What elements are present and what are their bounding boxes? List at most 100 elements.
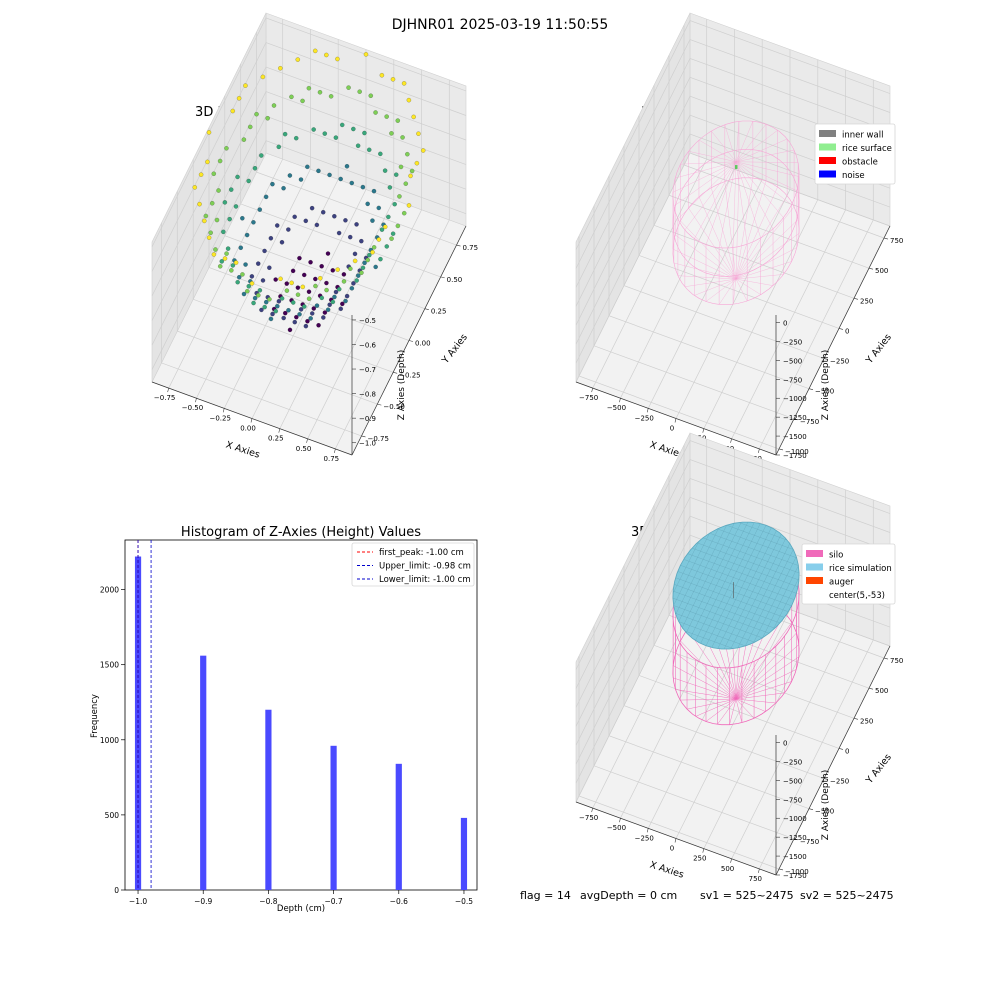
- silo-cone-line: [735, 698, 755, 719]
- scatter-point: [213, 247, 218, 252]
- silo-cone-line: [684, 278, 737, 287]
- silo-cone-line: [694, 278, 737, 296]
- scatter-point: [341, 272, 347, 277]
- y-tick-label: −750: [800, 838, 819, 846]
- scatter-point: [229, 268, 234, 273]
- scatter-point: [387, 185, 393, 190]
- silo-cap-line: [735, 161, 800, 177]
- scatter-point: [401, 81, 407, 86]
- scatter-point: [286, 308, 291, 313]
- x-gridline: [279, 59, 395, 429]
- y-tick-label: 1000: [100, 736, 119, 745]
- x-tick-label: −500: [607, 404, 626, 412]
- x-tick-label: −0.6: [390, 897, 408, 906]
- scatter-point: [202, 218, 207, 224]
- legend-label: center(5,-53): [829, 591, 885, 601]
- x-tick: [646, 828, 649, 833]
- silo-cone-line: [735, 219, 799, 280]
- silo-cap-line: [724, 124, 737, 162]
- y-tick: [883, 657, 889, 660]
- silo-cone-line: [687, 629, 737, 700]
- scatter-point: [394, 172, 399, 177]
- z-gridline: [151, 140, 467, 370]
- scatter-point: [256, 261, 261, 266]
- scatter-point: [319, 295, 324, 301]
- x-tick-label: −0.7: [324, 897, 342, 906]
- z-gridline: [151, 66, 467, 297]
- silo-cone-line: [735, 247, 797, 280]
- histogram-bar: [265, 709, 272, 890]
- y-tick-label: −250: [830, 358, 849, 366]
- sv2-readout: sv2 = 525~2475: [800, 889, 894, 902]
- scatter-point: [330, 268, 335, 273]
- scatter-point: [336, 230, 342, 236]
- scatter-point: [357, 89, 362, 94]
- y-gridline: [256, 32, 457, 246]
- x-tick-label: 0.75: [324, 455, 340, 463]
- silo-cap-line: [735, 149, 795, 162]
- silo-cap-line: [735, 161, 797, 191]
- scatter-point: [249, 281, 255, 286]
- x-tick-label: 250: [693, 855, 706, 863]
- legend-swatch: [819, 170, 836, 178]
- scatter-point: [241, 137, 247, 142]
- y-gridline: [161, 222, 362, 437]
- scatter-point: [273, 277, 278, 282]
- x-tick: [167, 388, 169, 393]
- scatter-point: [373, 110, 378, 115]
- scatter-point: [197, 201, 202, 207]
- scatter-point: [403, 181, 408, 186]
- z-tick-label: −500: [783, 777, 802, 785]
- rice-mesh-line: [753, 556, 797, 643]
- scatter-point: [303, 323, 309, 329]
- silo-cone-line: [735, 278, 774, 286]
- x-tick: [730, 438, 732, 443]
- silo-cone-line: [735, 206, 795, 280]
- scatter-point: [224, 251, 229, 256]
- scatter-point: [222, 200, 228, 205]
- scatter-point: [311, 127, 316, 132]
- legend-label: rice simulation: [829, 564, 892, 574]
- x-tick: [278, 428, 281, 433]
- scatter-point: [313, 276, 318, 282]
- y-tick: [808, 388, 814, 391]
- z-tick-label: −250: [783, 758, 802, 766]
- silo-cap-line: [688, 151, 737, 162]
- y-tick: [883, 237, 889, 240]
- scatter-point: [263, 194, 269, 200]
- scatter-point: [298, 177, 304, 182]
- x-tick-label: −750: [579, 814, 598, 822]
- x-tick: [306, 438, 308, 443]
- scatter-point: [383, 224, 388, 230]
- scatter-point: [311, 306, 316, 311]
- x-axis-line: [575, 381, 777, 456]
- x-axis-line: [575, 801, 777, 876]
- silo-cone-line: [680, 220, 737, 280]
- x-tick-label: 0.25: [268, 435, 284, 443]
- scatter-point: [351, 126, 356, 132]
- x-tick: [758, 448, 760, 453]
- rice-mesh-line: [726, 525, 794, 550]
- legend-swatch: [819, 157, 836, 164]
- z-axis-label: Z Axies (Depth): [821, 350, 831, 421]
- scatter-point: [295, 292, 301, 297]
- y-axis-line: [775, 645, 891, 876]
- x-tick: [674, 418, 677, 423]
- scatter-point: [265, 116, 270, 121]
- x-tick-label: −0.8: [259, 897, 277, 906]
- scatter-point: [282, 131, 288, 137]
- silo-cone-line: [735, 180, 767, 280]
- silo-cone-line: [705, 278, 737, 302]
- scatter-point: [343, 218, 348, 223]
- scatter-point: [252, 295, 258, 301]
- scatter-point: [262, 304, 267, 310]
- scatter-point: [390, 77, 396, 82]
- silo-cone-line: [732, 279, 737, 305]
- scatter-point: [325, 307, 331, 312]
- scatter-point: [313, 283, 318, 289]
- silo-cone-line: [729, 698, 737, 725]
- scatter-point: [230, 108, 235, 114]
- scatter-point: [362, 260, 367, 266]
- scatter-point: [222, 256, 228, 261]
- scatter-point: [246, 178, 251, 184]
